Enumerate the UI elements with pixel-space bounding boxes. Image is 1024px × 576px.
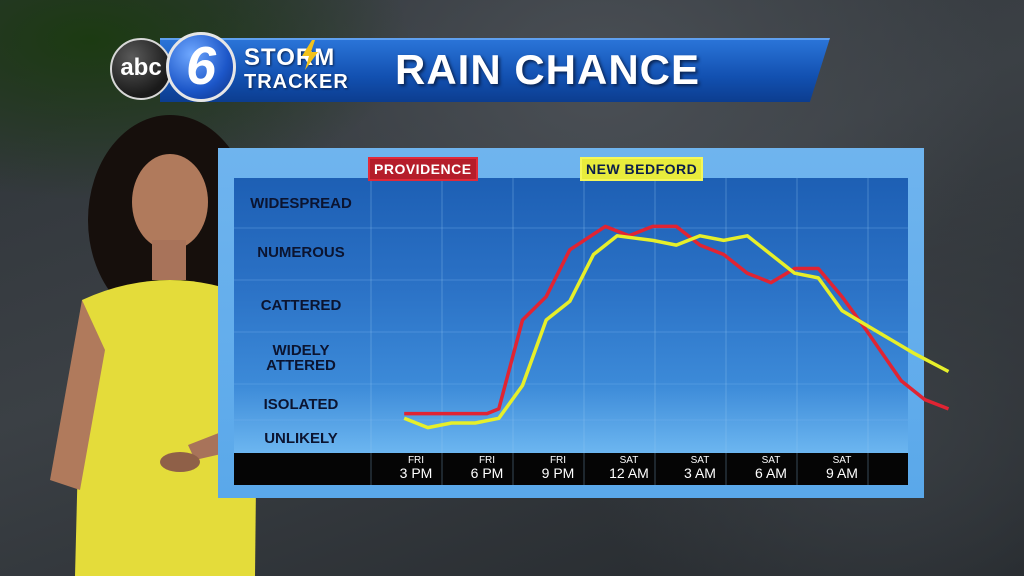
header-banner — [160, 38, 830, 102]
x-tick-day: SAT — [690, 455, 710, 466]
storm-tracker-brand-line1: STORM — [244, 44, 336, 71]
lightning-bolt-icon — [302, 40, 318, 70]
x-tick-label: SAT 12 AM — [594, 455, 664, 480]
chart-plot-area — [234, 178, 908, 453]
y-label-scattered: CATTERED — [260, 297, 342, 314]
x-tick-time: 9 PM — [541, 465, 575, 481]
storm-tracker-brand-line2: TRACKER — [244, 71, 349, 93]
x-tick-day: FRI — [549, 455, 567, 466]
x-tick-day: SAT — [761, 455, 781, 466]
y-label-line: WIDELY — [272, 342, 330, 359]
y-label-widespread: WIDESPREAD — [250, 195, 352, 212]
series-line-new-bedford — [403, 234, 950, 430]
y-label-widely-scattered: WIDELY ATTERED — [236, 343, 366, 373]
x-tick-label: SAT 9 AM — [807, 455, 877, 480]
channel-six-logo-circle — [166, 32, 236, 102]
x-axis-bar — [234, 453, 908, 485]
y-label-unlikely: UNLIKELY — [264, 430, 338, 447]
series-line-providence — [404, 224, 950, 416]
x-tick-time: 6 AM — [755, 465, 787, 481]
y-label-line: ATTERED — [266, 357, 336, 374]
channel-six-logo-text: 6 — [185, 36, 217, 96]
x-tick-day: SAT — [832, 455, 852, 466]
x-tick-time: 3 AM — [684, 465, 716, 481]
x-tick-day: FRI — [407, 455, 425, 466]
x-tick-day: SAT — [619, 455, 639, 466]
legend-new-bedford: NEW BEDFORD — [580, 157, 704, 181]
x-tick-label: FRI 3 PM — [381, 455, 451, 480]
x-tick-label: FRI 9 PM — [523, 455, 593, 480]
page-title: RAIN CHANCE — [395, 46, 700, 93]
legend-providence: PROVIDENCE — [368, 157, 478, 181]
x-tick-time: 12 AM — [609, 465, 649, 481]
x-tick-label: SAT 6 AM — [736, 455, 806, 480]
x-tick-day: FRI — [478, 455, 496, 466]
x-tick-time: 3 PM — [399, 465, 433, 481]
x-tick-label: FRI 6 PM — [452, 455, 522, 480]
y-label-isolated: ISOLATED — [263, 396, 339, 413]
y-label-numerous: NUMEROUS — [257, 244, 345, 261]
x-tick-time: 9 AM — [826, 465, 858, 481]
abc-logo-text: abc — [120, 54, 162, 81]
x-tick-time: 6 PM — [470, 465, 504, 481]
x-tick-label: SAT 3 AM — [665, 455, 735, 480]
